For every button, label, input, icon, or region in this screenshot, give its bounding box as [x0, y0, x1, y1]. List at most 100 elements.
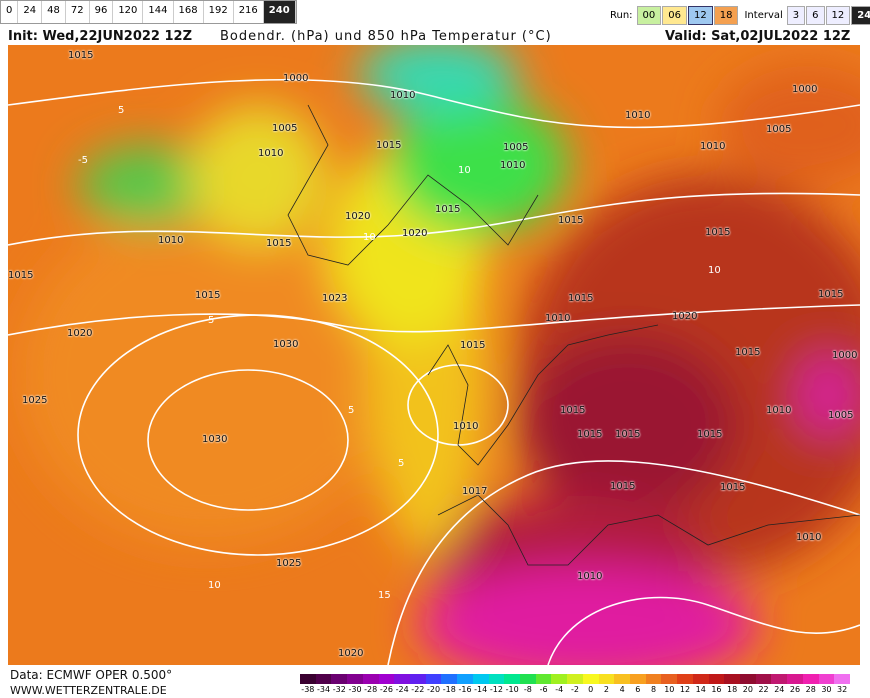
scale-swatch — [410, 674, 426, 684]
isobar-label: 1005 — [272, 123, 298, 134]
run-button[interactable]: 00 — [636, 6, 662, 25]
scale-label: -18 — [442, 685, 456, 694]
scale-label: 20 — [742, 685, 753, 694]
temperature-label: 5 — [398, 458, 405, 469]
scale-label: -16 — [458, 685, 472, 694]
temperature-label: 5 — [348, 405, 355, 416]
scale-swatch — [755, 674, 772, 684]
scale-label: 8 — [651, 685, 657, 694]
temperature-field — [18, 45, 860, 665]
isobar-label: 1015 — [818, 289, 844, 300]
scale-swatch — [771, 674, 788, 684]
forecast-hour-button[interactable]: 24 — [18, 1, 43, 23]
isobar-label: 1020 — [402, 228, 428, 239]
forecast-hour-button[interactable]: 240 — [263, 1, 296, 23]
scale-label: -10 — [505, 685, 519, 694]
forecast-hour-button[interactable]: 192 — [204, 1, 234, 23]
isobar-label: 1010 — [766, 405, 792, 416]
forecast-hour-button[interactable]: 144 — [143, 1, 174, 23]
temperature-label: 15 — [378, 590, 391, 601]
temperature-label: 10 — [363, 232, 376, 243]
scale-label: -32 — [332, 685, 346, 694]
scale-label: -8 — [523, 685, 532, 694]
temperature-label: 10 — [208, 580, 221, 591]
forecast-hour-button[interactable]: 48 — [42, 1, 66, 23]
isobar-label: 1015 — [8, 270, 34, 281]
forecast-hour-button[interactable]: 168 — [174, 1, 204, 23]
interval-button[interactable]: 24 — [851, 6, 870, 25]
scale-label: -38 — [301, 685, 315, 694]
scale-label: 28 — [805, 685, 816, 694]
run-controls: Run: 00 06 12 18 Interval 3 6 12 24 — [610, 6, 870, 25]
scale-swatch — [598, 674, 615, 684]
scale-label: 6 — [635, 685, 641, 694]
isobar-label: 1015 — [460, 340, 486, 351]
scale-label: -6 — [539, 685, 548, 694]
temperature-label: 5 — [118, 105, 125, 116]
interval-button[interactable]: 6 — [806, 6, 825, 25]
isobar-label: 1030 — [273, 339, 299, 350]
scale-label: -24 — [395, 685, 409, 694]
scale-swatch — [567, 674, 583, 684]
isobar-label: 1015 — [435, 204, 461, 215]
temperature-label: -5 — [78, 155, 88, 166]
interval-button[interactable]: 12 — [825, 6, 851, 25]
forecast-hour-button[interactable]: 120 — [113, 1, 144, 23]
forecast-hour-button[interactable]: 216 — [234, 1, 264, 23]
isobar-label: 1020 — [67, 328, 93, 339]
scale-label: 24 — [774, 685, 785, 694]
run-button[interactable]: 12 — [688, 6, 713, 25]
isobar-label: 1015 — [68, 50, 94, 61]
scale-swatch — [315, 674, 332, 684]
run-buttons: 00 06 12 18 — [636, 6, 739, 25]
scale-swatch — [582, 674, 599, 684]
interval-button[interactable]: 3 — [786, 6, 806, 25]
forecast-hour-button[interactable]: 96 — [90, 1, 114, 23]
temperature-label: 5 — [208, 315, 215, 326]
isobar-label: 1000 — [283, 73, 309, 84]
run-button[interactable]: 18 — [713, 6, 739, 25]
scale-swatch — [394, 674, 410, 684]
forecast-hour-button[interactable]: 72 — [66, 1, 90, 23]
scale-label: -28 — [364, 685, 378, 694]
scale-label: 26 — [789, 685, 801, 694]
scale-label: -2 — [571, 685, 579, 694]
isobar-label: 1015 — [577, 429, 603, 440]
isobar-label: 1020 — [672, 311, 698, 322]
isobar-label: 1005 — [766, 124, 792, 135]
isobar-label: 1015 — [568, 293, 594, 304]
run-button[interactable]: 06 — [662, 6, 688, 25]
isobar-label: 1010 — [796, 532, 822, 543]
isobar-label: 1015 — [610, 481, 636, 492]
scale-label: 0 — [588, 685, 594, 694]
isobar-label: 1010 — [158, 235, 184, 246]
scale-swatch — [331, 674, 348, 684]
scale-swatch — [472, 674, 489, 684]
isobar-label: 1005 — [503, 142, 529, 153]
isobar-label: 1010 — [453, 421, 479, 432]
scale-swatch — [347, 674, 363, 684]
scale-label: 30 — [821, 685, 832, 694]
scale-swatch — [362, 674, 379, 684]
scale-label: -34 — [317, 685, 331, 694]
scale-label: -26 — [379, 685, 393, 694]
temperature-label: 10 — [458, 165, 471, 176]
isobar-label: 1000 — [832, 350, 858, 361]
forecast-hour-button[interactable]: 0 — [1, 1, 19, 23]
scale-label: 14 — [695, 685, 706, 694]
scale-swatch — [724, 674, 740, 684]
isobar-label: 1015 — [195, 290, 221, 301]
scale-swatch — [457, 674, 473, 684]
isobar-label: 1020 — [345, 211, 371, 222]
scale-label: -30 — [348, 685, 362, 694]
scale-swatch — [787, 674, 803, 684]
scale-label: 18 — [727, 685, 738, 694]
map-field — [8, 45, 860, 665]
interval-buttons: 3 6 12 24 — [786, 6, 870, 25]
scale-swatch — [661, 674, 678, 684]
scale-swatch — [300, 674, 316, 684]
scale-label: -20 — [427, 685, 441, 694]
site-name: WWW.WETTERZENTRALE.DE — [10, 684, 167, 697]
isobar-label: 1010 — [545, 313, 571, 324]
